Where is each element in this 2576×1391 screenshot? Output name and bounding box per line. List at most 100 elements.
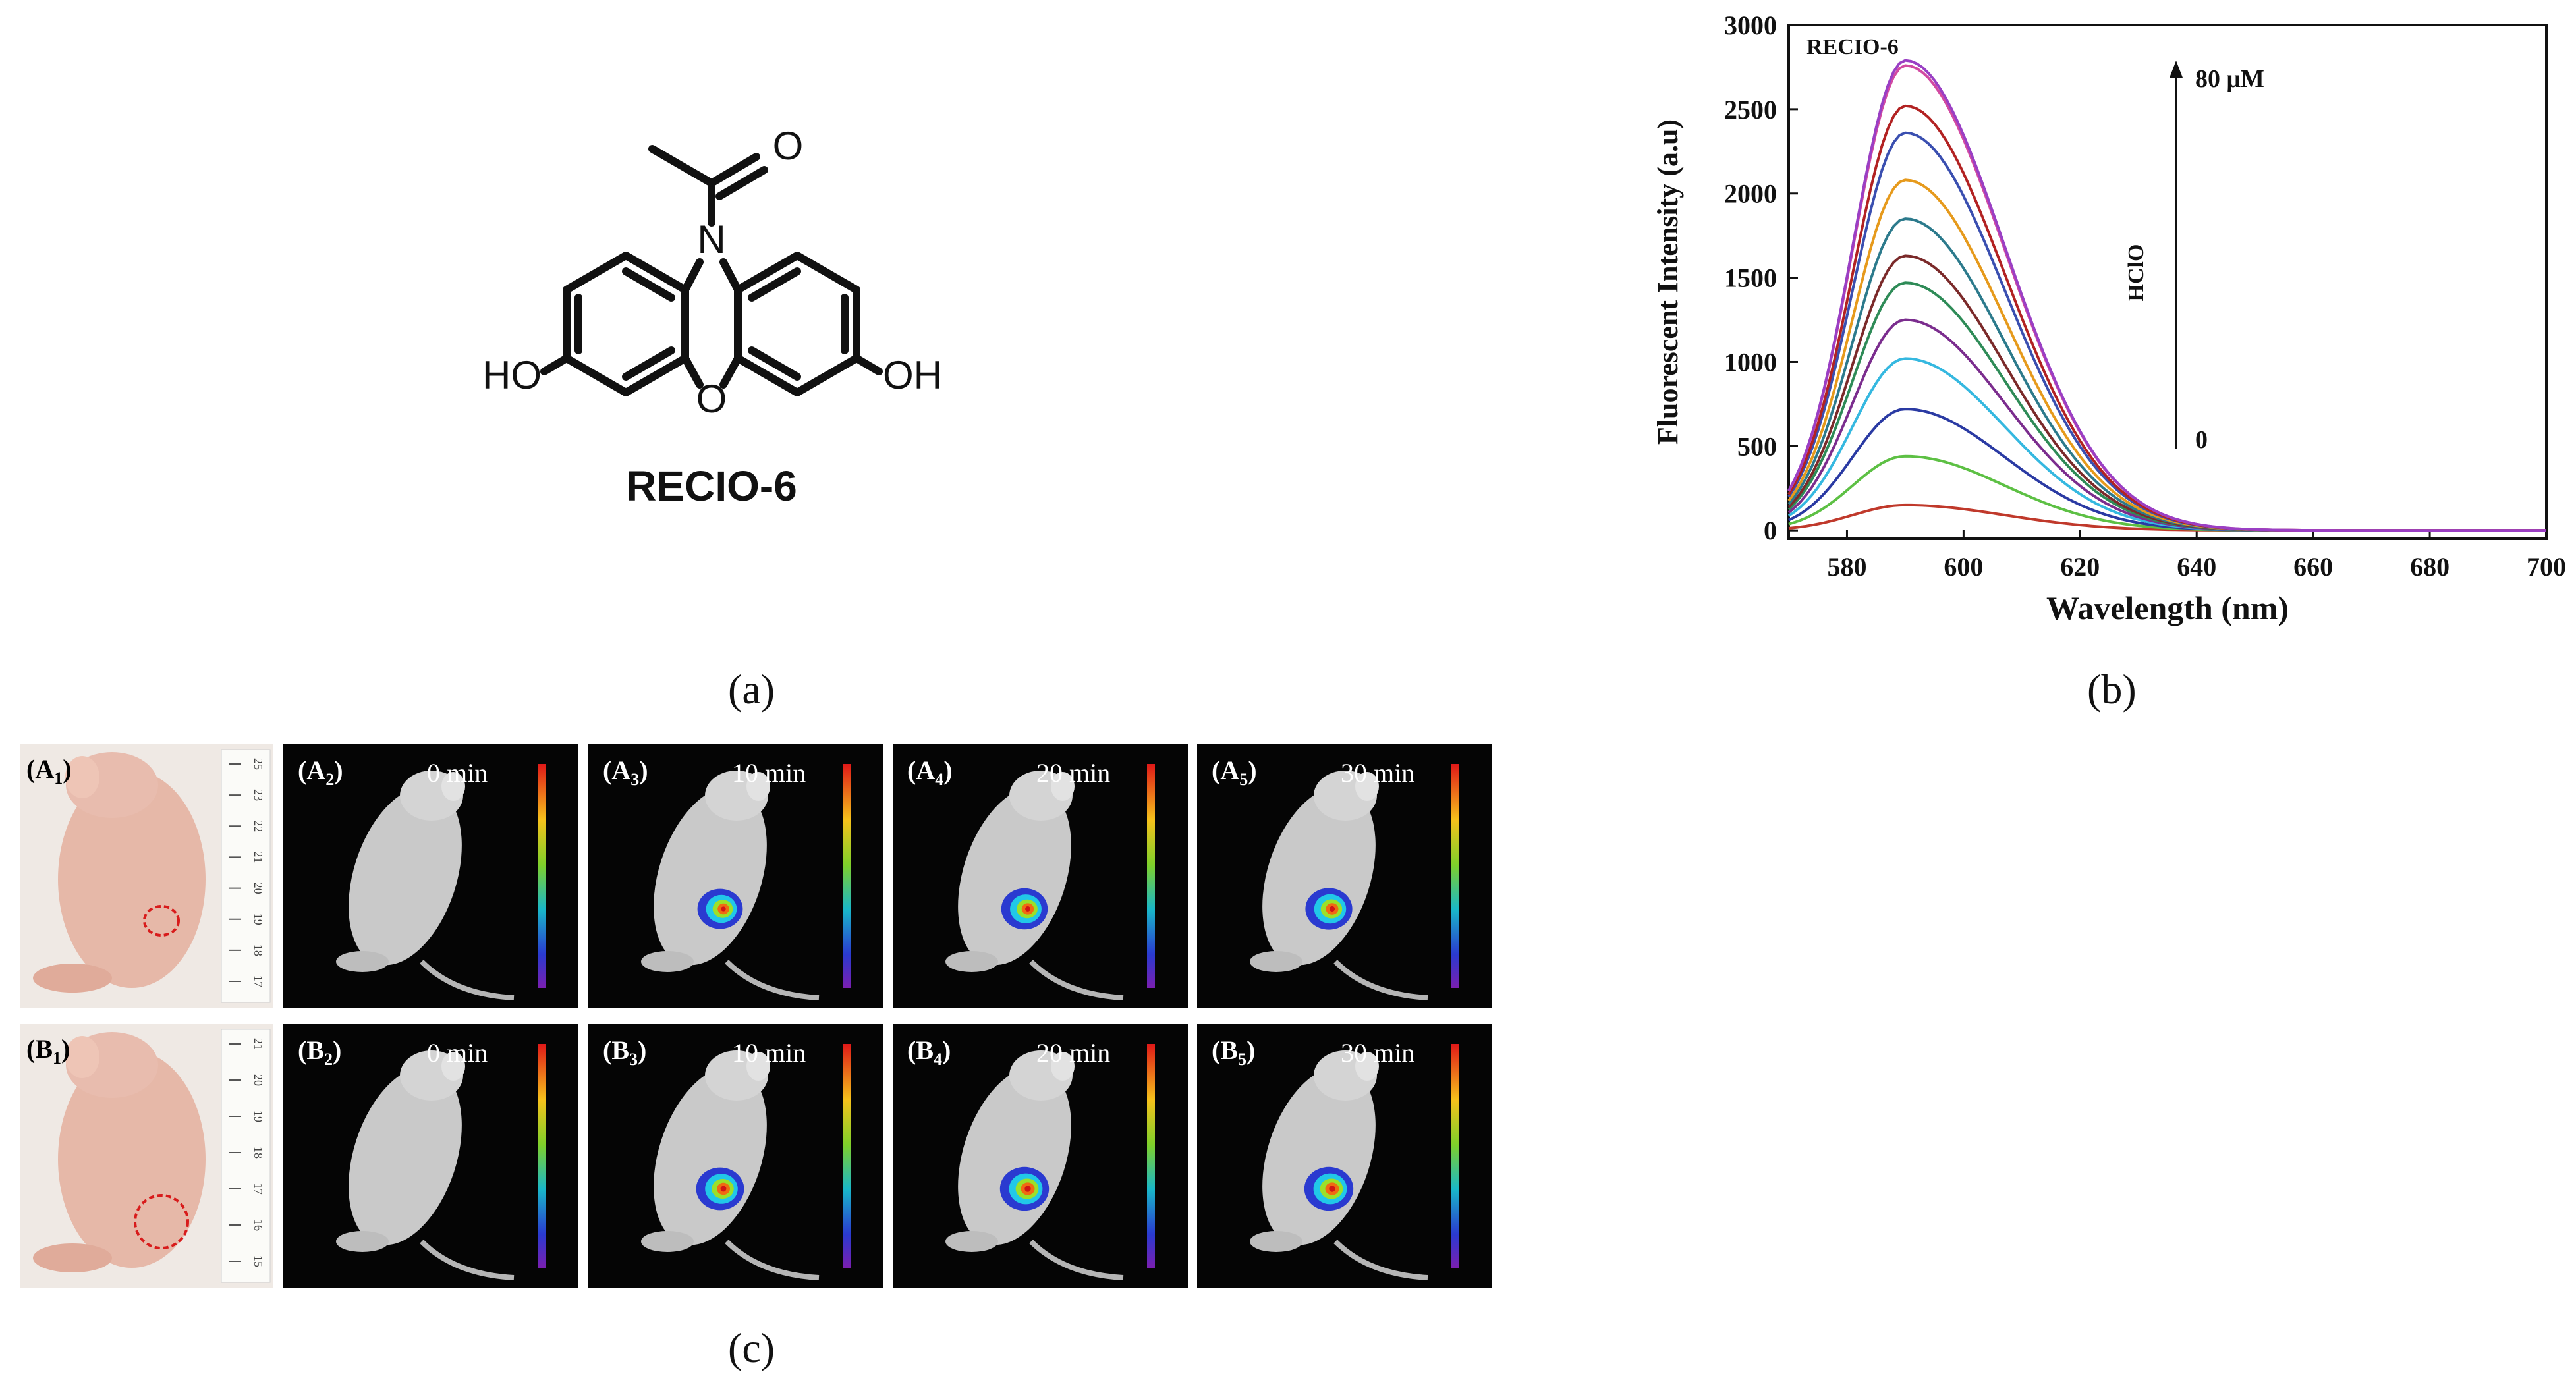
x-axis-label: Wavelength (nm): [2046, 589, 2289, 626]
photo-label: (A1): [26, 754, 72, 788]
frame-label: (A2): [298, 755, 343, 789]
ruler-tick-label: 16: [252, 1219, 265, 1231]
ruler: [221, 1029, 271, 1283]
y-axis-label: Fluorescent Intensity (a.u): [1652, 119, 1684, 445]
ruler-tick-label: 17: [252, 975, 265, 987]
time-label: 0 min: [427, 758, 488, 788]
mouse-silhouette: [641, 1050, 820, 1280]
color-scale-bar: [538, 764, 546, 988]
y-tick-label: 0: [1764, 516, 1777, 545]
ruler-tick-label: 15: [252, 1255, 265, 1267]
ruler-tick-label: 20: [252, 1074, 265, 1086]
imaging-frame: (B4) 20 min: [893, 1024, 1188, 1288]
ruler: [221, 749, 271, 1003]
time-label: 10 min: [732, 1038, 806, 1068]
mouse-photo: 25 23 22 21 20 19 18 17 (A1): [20, 744, 273, 1008]
mouse-photo: 21 20 19 18 17 16 15 (B1): [20, 1024, 273, 1288]
color-scale-bar: [843, 1044, 851, 1268]
photo-label: (B1): [26, 1034, 70, 1068]
annotation-top: 80 μM: [2195, 65, 2264, 93]
imaging-frame: (A2) 0 min: [283, 744, 578, 1008]
frame-label: (B2): [298, 1035, 342, 1069]
x-tick-label: 640: [2177, 552, 2216, 582]
x-tick-label: 600: [1944, 552, 1983, 582]
mouse-silhouette: [945, 771, 1124, 1000]
fluorescence-spectra-chart: 580 600 620 640 660 680 700 0 500 1000 1500 2000 250…: [1652, 11, 2566, 626]
frame-label: (B5): [1212, 1035, 1256, 1069]
mouse-silhouette: [945, 1050, 1124, 1280]
caption-c: (c): [728, 1324, 775, 1371]
y-tick-label: 2500: [1724, 95, 1777, 124]
time-label: 20 min: [1036, 1038, 1111, 1068]
ring-oxygen-atom: O: [696, 377, 727, 421]
imaging-frame: (A5) 30 min: [1197, 744, 1492, 1008]
frame-label: (B3): [603, 1035, 647, 1069]
frame-label: (A3): [603, 755, 648, 789]
caption-b: (b): [2087, 666, 2137, 713]
time-label: 10 min: [732, 758, 806, 788]
nitrogen-atom: N: [697, 217, 725, 261]
y-tick-label: 2000: [1724, 179, 1777, 209]
x-tick-label: 680: [2410, 552, 2450, 582]
ruler-tick-label: 21: [252, 851, 265, 863]
x-tick-label: 660: [2293, 552, 2333, 582]
y-tick-label: 3000: [1724, 11, 1777, 40]
ruler-tick-label: 23: [252, 789, 265, 801]
spectrum-line-9: [1787, 178, 2546, 532]
spectrum-line-10: [1787, 131, 2546, 532]
ruler-tick-label: 19: [252, 914, 265, 925]
fluorescence-signal: [696, 1167, 744, 1211]
imaging-frame: (A4) 20 min: [893, 744, 1188, 1008]
frame-label: (A5): [1212, 755, 1257, 789]
fluorescence-signal: [1305, 888, 1353, 930]
ruler-tick-label: 17: [252, 1183, 265, 1195]
ruler-tick-label: 20: [252, 883, 265, 894]
imaging-frame: (B5) 30 min: [1197, 1024, 1492, 1288]
color-scale-bar: [1451, 764, 1459, 988]
time-label: 20 min: [1036, 758, 1111, 788]
time-label: 30 min: [1341, 758, 1415, 788]
mouse-body: [33, 1032, 206, 1272]
chart-title: RECIO-6: [1806, 35, 1899, 59]
frame-label: (A4): [907, 755, 953, 789]
y-tick-label: 500: [1737, 431, 1777, 461]
imaging-frame: (B2) 0 min: [283, 1024, 578, 1288]
ruler-tick-label: 21: [252, 1038, 265, 1050]
fluorescence-signal: [1304, 1166, 1354, 1211]
ruler-tick-label: 18: [252, 1147, 265, 1159]
color-scale-bar: [1147, 764, 1155, 988]
fluorescence-signal: [999, 1166, 1050, 1211]
y-tick-label: 1500: [1724, 263, 1777, 293]
annotation-bottom: 0: [2195, 426, 2208, 454]
x-tick-label: 620: [2060, 552, 2100, 582]
x-tick-label: 700: [2527, 552, 2566, 582]
ruler-tick-label: 22: [252, 820, 265, 832]
spectrum-line-11: [1787, 104, 2546, 532]
caption-a: (a): [728, 666, 775, 713]
mouse-silhouette: [1250, 1050, 1428, 1280]
imaging-frame: (B3) 10 min: [588, 1024, 883, 1288]
spectrum-line-5: [1787, 318, 2546, 532]
mouse-silhouette: [336, 1050, 515, 1280]
mouse-silhouette: [641, 771, 820, 1000]
chemical-structure: N O O HO OH RECIO-6: [482, 124, 942, 510]
ruler-tick-label: 25: [252, 758, 265, 770]
fluorescence-signal: [697, 888, 743, 929]
imaging-frame: (A3) 10 min: [588, 744, 883, 1008]
spectrum-line-7: [1787, 254, 2546, 532]
spectrum-line-8: [1787, 217, 2546, 532]
carbonyl-oxygen-atom: O: [773, 124, 804, 168]
tumor-marker: [134, 1194, 189, 1249]
ruler-tick-label: 19: [252, 1110, 265, 1122]
frame-label: (B4): [907, 1035, 951, 1069]
arrow-head: [2170, 61, 2183, 78]
ruler-tick-label: 18: [252, 944, 265, 956]
mouse-silhouette: [1250, 771, 1428, 1000]
x-tick-label: 580: [1827, 552, 1866, 582]
time-label: 0 min: [427, 1038, 488, 1068]
color-scale-bar: [843, 764, 851, 988]
compound-name: RECIO-6: [626, 462, 797, 510]
color-scale-bar: [1451, 1044, 1459, 1268]
tumor-marker: [143, 905, 180, 937]
